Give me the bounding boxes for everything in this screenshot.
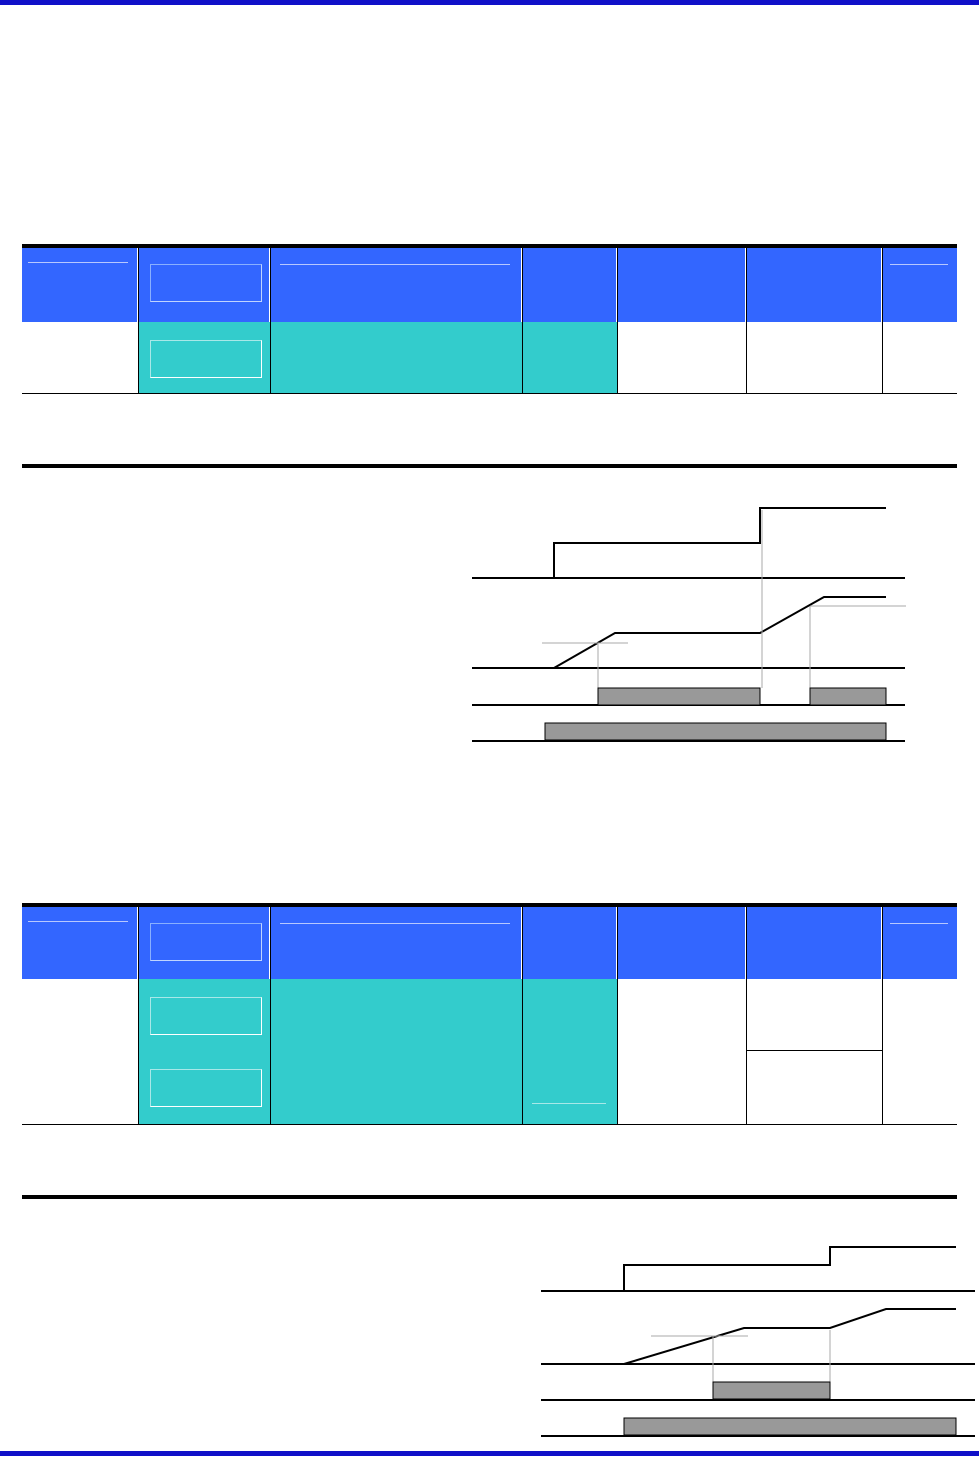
header-cell-7 bbox=[883, 248, 957, 322]
row1-cell-4 bbox=[523, 979, 617, 1051]
section-rule-2 bbox=[22, 1195, 957, 1199]
header-cell-3 bbox=[271, 248, 521, 322]
row1-cell-3 bbox=[271, 979, 523, 1051]
top-border bbox=[0, 0, 979, 5]
header-cell-4 bbox=[523, 248, 616, 322]
d2-run-bar bbox=[623, 1417, 957, 1436]
d1-step-signal bbox=[553, 507, 886, 578]
header-cell-1 bbox=[22, 248, 137, 322]
section-rule-1 bbox=[22, 464, 957, 468]
d1-pulse-bar-2 bbox=[809, 687, 887, 706]
row2-cell-3 bbox=[271, 1051, 523, 1125]
d2-ramp-signal bbox=[623, 1308, 956, 1365]
diagram-2-baselines bbox=[541, 1290, 975, 1437]
d1-pulse-bar-1 bbox=[597, 687, 761, 706]
row-cell-4 bbox=[523, 322, 617, 394]
d1-run-bar bbox=[544, 722, 887, 741]
row-cell-1 bbox=[22, 979, 139, 1125]
bottom-border bbox=[0, 1451, 979, 1456]
header-cell-2 bbox=[139, 907, 269, 979]
d1-ramp-signal bbox=[553, 596, 886, 669]
header-cell-5 bbox=[618, 907, 745, 979]
header-cell-2 bbox=[139, 248, 269, 322]
header-cell-7 bbox=[883, 907, 957, 979]
header-cell-5 bbox=[618, 248, 745, 322]
header-cell-4 bbox=[523, 907, 616, 979]
header-cell-6 bbox=[747, 248, 881, 322]
header-cell-1 bbox=[22, 907, 137, 979]
row-cell-1 bbox=[22, 322, 139, 394]
table-top-rule bbox=[22, 903, 957, 907]
d2-step-signal bbox=[623, 1246, 956, 1291]
header-cell-6 bbox=[747, 907, 881, 979]
d2-guides bbox=[651, 1330, 831, 1382]
row2-cell-4 bbox=[523, 1051, 617, 1125]
row1-cell-2 bbox=[139, 979, 270, 1051]
table-top-rule bbox=[22, 244, 957, 248]
d1-guides bbox=[542, 510, 906, 688]
row-cell-2 bbox=[139, 322, 270, 394]
row2-cell-2 bbox=[139, 1051, 270, 1125]
d2-pulse-bar-1 bbox=[712, 1381, 831, 1400]
header-cell-3 bbox=[271, 907, 521, 979]
parameter-table-2 bbox=[22, 903, 957, 1125]
parameter-table-1 bbox=[22, 244, 957, 394]
row-cell-3 bbox=[271, 322, 523, 394]
